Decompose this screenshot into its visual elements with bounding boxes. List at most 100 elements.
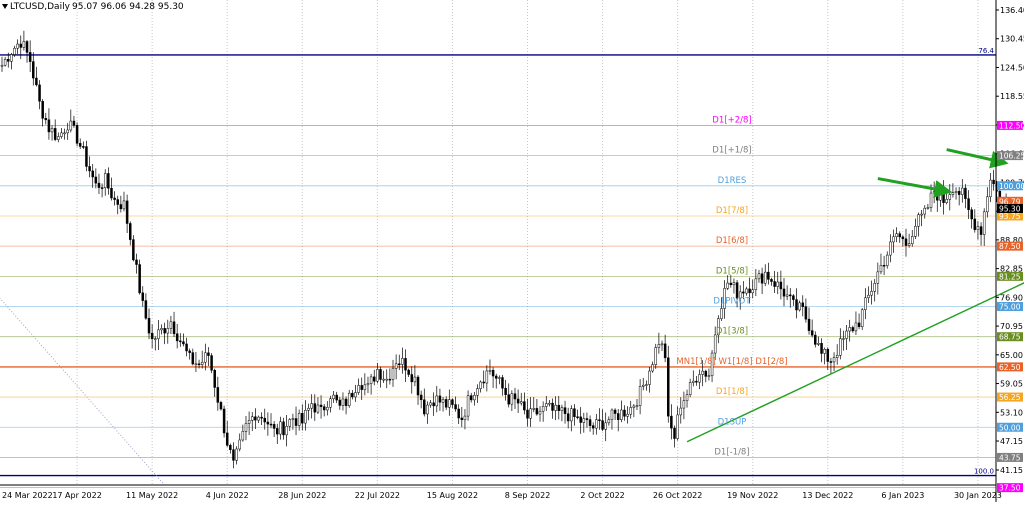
candle-body [401, 358, 404, 365]
candle-body [663, 343, 667, 359]
candle-body [326, 406, 329, 411]
candle-body [576, 416, 579, 419]
candle-body [469, 395, 473, 401]
candle-body [989, 179, 992, 198]
candle-body [679, 407, 683, 416]
green-arrow-2 [946, 148, 1009, 169]
ask-badge-text: 96.79 [999, 197, 1021, 206]
candle-body [16, 43, 19, 49]
candle-body [369, 376, 373, 384]
candle-body [197, 363, 201, 366]
level-label: D1RES [718, 176, 747, 186]
candle-body [94, 176, 98, 184]
candle-body [926, 207, 930, 209]
candle-body [419, 394, 423, 401]
y-tick-label: 70.95 [1000, 322, 1023, 331]
candle-body [566, 413, 570, 422]
y-tick-label: 76.90 [1000, 293, 1023, 302]
level-badge-text: 93.75 [999, 212, 1021, 221]
candle-body [798, 302, 801, 311]
candle-body [244, 423, 248, 432]
candle-body [116, 199, 119, 205]
candle-body [35, 77, 38, 86]
candle-body [939, 190, 942, 201]
candle-body [10, 54, 13, 62]
candle-body [688, 382, 692, 395]
candle-body [839, 338, 842, 356]
candle-body [704, 370, 708, 377]
candle-body [263, 417, 267, 423]
y-tick-label: 82.85 [1000, 265, 1023, 274]
candle-body [304, 409, 307, 424]
candle-body [28, 52, 32, 62]
candle-body [335, 394, 338, 401]
candle-body [510, 393, 514, 405]
candle-body [332, 394, 335, 400]
candle-body [266, 421, 270, 425]
candle-body [0, 64, 4, 67]
level-label: D1[5/8] [716, 266, 748, 276]
candle-body [398, 363, 401, 366]
candle-body [698, 374, 701, 383]
candle-body [498, 377, 501, 379]
candle-body [141, 292, 145, 301]
candle-body [97, 182, 101, 188]
candle-body [291, 418, 295, 420]
murrey-levels [0, 54, 996, 489]
candle-body [172, 321, 176, 335]
candle-body [85, 146, 88, 167]
candle-body [7, 59, 10, 62]
candle-body [961, 187, 964, 195]
candle-body [213, 369, 216, 388]
support-trendline [686, 282, 1024, 443]
candle-body [745, 288, 748, 294]
candle-body [276, 428, 279, 435]
candle-body [135, 259, 138, 265]
candle-body [279, 421, 282, 435]
candle-body [638, 386, 642, 406]
candle-body [47, 119, 51, 133]
candle-body [163, 328, 166, 334]
candle-body [823, 348, 826, 354]
candle-body [285, 425, 288, 436]
candle-body [713, 334, 717, 354]
candle-body [851, 327, 855, 332]
candle-body [767, 271, 770, 280]
candle-body [817, 343, 820, 345]
level-badge-text: 43.75 [999, 453, 1021, 462]
candle-body [707, 375, 711, 377]
candle-body [78, 143, 82, 147]
candle-body [857, 322, 861, 327]
candle-body [623, 409, 626, 417]
y-tick-label: 124.50 [1000, 63, 1024, 72]
candle-body [75, 125, 79, 144]
candle-body [936, 191, 939, 201]
arrows [877, 148, 1009, 198]
level-badge-text: 37.50 [999, 484, 1021, 493]
level-labels: 76.4 D1[+2/8] D1[+1/8] D1RES D1[7/8] D1[6/8] D… [676, 47, 994, 476]
triangle-down-icon[interactable] [2, 4, 8, 9]
candle-body [25, 41, 29, 53]
candle-body [44, 118, 48, 121]
candle-body [479, 381, 482, 389]
candle-body [385, 378, 388, 381]
candle-body [491, 369, 495, 377]
candle-body [907, 243, 911, 246]
candle-body [357, 385, 360, 393]
level-badge [997, 241, 1023, 251]
candle-body [645, 384, 648, 386]
candle-body [620, 409, 623, 420]
candle-body [885, 254, 889, 266]
candle-body [32, 61, 35, 79]
candle-body [879, 264, 883, 273]
candle-body [854, 322, 858, 332]
candle-body [63, 132, 66, 135]
level-badge-text: 68.75 [999, 333, 1021, 342]
candle-body [901, 236, 905, 240]
level-badge [997, 151, 1023, 161]
candle-body [554, 404, 557, 411]
candle-body [3, 59, 7, 66]
